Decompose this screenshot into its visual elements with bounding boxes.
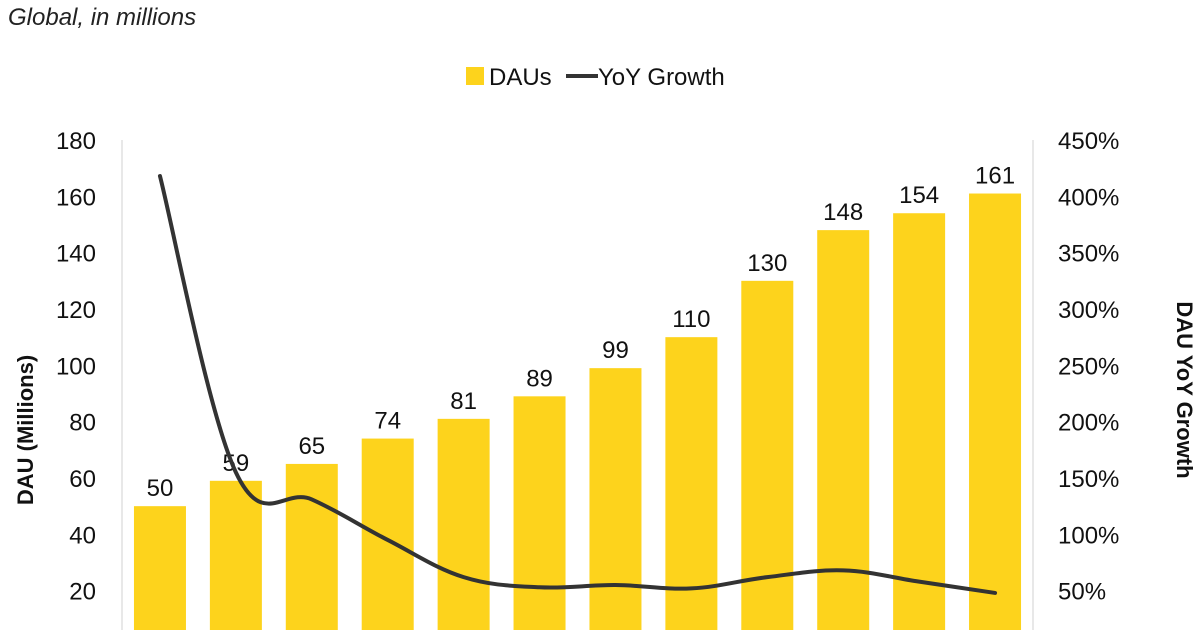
bar-value-label-4: 74: [374, 408, 401, 435]
bar-value-label-7: 99: [602, 337, 629, 364]
y-tick-left-8: 160: [56, 184, 96, 211]
bar-6: [513, 396, 566, 630]
bar-value-label-6: 89: [526, 365, 553, 392]
y-axis-title-right: DAU YoY Growth: [1172, 301, 1197, 478]
bar-value-label-9: 130: [747, 250, 787, 277]
y-tick-left-5: 100: [56, 353, 96, 380]
bar-value-label-10: 148: [823, 199, 863, 226]
y-tick-right-9: 450%: [1058, 128, 1119, 155]
y-tick-right-8: 400%: [1058, 184, 1119, 211]
bar-7: [589, 368, 642, 630]
y-tick-right-7: 350%: [1058, 241, 1119, 268]
y-tick-right-6: 300%: [1058, 297, 1119, 324]
bar-value-label-3: 65: [298, 433, 325, 460]
y-tick-left-3: 60: [69, 466, 96, 493]
y-tick-left-1: 20: [69, 579, 96, 606]
legend-label-yoy-growth: YoY Growth: [598, 64, 725, 91]
bar-1: [133, 506, 186, 630]
bar-value-label-11: 154: [899, 182, 939, 209]
bar-4: [361, 438, 414, 630]
legend-swatch-daus: [466, 67, 484, 85]
y-tick-right-2: 100%: [1058, 522, 1119, 549]
y-tick-left-9: 180: [56, 128, 96, 155]
bar-2: [209, 480, 262, 630]
chart-subtitle: Global, in millions: [8, 4, 197, 31]
bar-3: [285, 463, 338, 630]
bar-value-label-5: 81: [450, 388, 477, 415]
y-tick-right-4: 200%: [1058, 410, 1119, 437]
y-tick-left-2: 40: [69, 522, 96, 549]
bar-12: [969, 193, 1022, 630]
bar-9: [741, 280, 794, 630]
bar-value-label-8: 110: [672, 306, 710, 333]
bar-10: [817, 230, 870, 630]
legend-label-daus: DAUs: [489, 64, 552, 91]
bar-5: [437, 418, 490, 630]
y-tick-right-3: 150%: [1058, 466, 1119, 493]
y-tick-right-5: 250%: [1058, 353, 1119, 380]
bar-11: [893, 213, 946, 630]
bar-value-label-1: 50: [147, 475, 174, 502]
yoy-growth-line: [157, 174, 998, 595]
bar-value-label-12: 161: [975, 163, 1015, 190]
y-axis-title-left: DAU (Millions): [13, 355, 38, 505]
y-tick-left-7: 140: [56, 241, 96, 268]
y-tick-left-6: 120: [56, 297, 96, 324]
y-tick-right-1: 50%: [1058, 579, 1106, 606]
y-tick-left-4: 80: [69, 410, 96, 437]
bar-8: [665, 337, 718, 630]
legend: DAUs YoY Growth: [466, 64, 725, 91]
